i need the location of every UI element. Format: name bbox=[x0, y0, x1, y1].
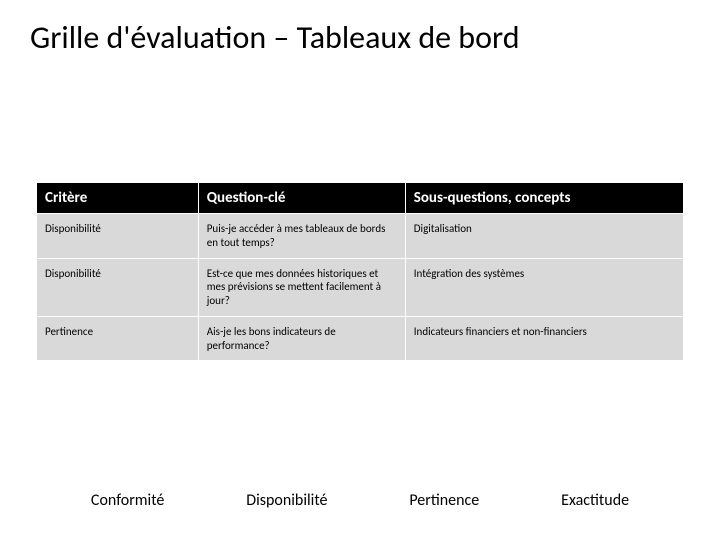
cell-sous: Indicateurs financiers et non-financiers bbox=[405, 316, 683, 361]
cell-sous: Intégration des systèmes bbox=[405, 258, 683, 316]
table-header-row: Critère Question-clé Sous-questions, con… bbox=[37, 183, 684, 214]
footer-nav: Conformité Disponibilité Pertinence Exac… bbox=[0, 491, 720, 510]
cell-critere: Disponibilité bbox=[37, 258, 199, 316]
table-row: Pertinence Ais-je les bons indicateurs d… bbox=[37, 316, 684, 361]
table-row: Disponibilité Est-ce que mes données his… bbox=[37, 258, 684, 316]
slide: Grille d'évaluation – Tableaux de bord C… bbox=[0, 0, 720, 540]
footer-item-pertinence: Pertinence bbox=[409, 491, 479, 510]
cell-question: Ais-je les bons indicateurs de performan… bbox=[198, 316, 405, 361]
evaluation-table-container: Critère Question-clé Sous-questions, con… bbox=[36, 182, 684, 361]
footer-item-exactitude: Exactitude bbox=[561, 491, 629, 510]
cell-critere: Disponibilité bbox=[37, 214, 199, 259]
footer-item-conformite: Conformité bbox=[91, 491, 164, 510]
evaluation-table: Critère Question-clé Sous-questions, con… bbox=[36, 182, 684, 361]
header-sous: Sous-questions, concepts bbox=[405, 183, 683, 214]
cell-question: Puis-je accéder à mes tableaux de bords … bbox=[198, 214, 405, 259]
page-title: Grille d'évaluation – Tableaux de bord bbox=[30, 18, 690, 57]
table-row: Disponibilité Puis-je accéder à mes tabl… bbox=[37, 214, 684, 259]
header-question: Question-clé bbox=[198, 183, 405, 214]
cell-critere: Pertinence bbox=[37, 316, 199, 361]
table-body: Disponibilité Puis-je accéder à mes tabl… bbox=[37, 214, 684, 361]
header-critere: Critère bbox=[37, 183, 199, 214]
cell-question: Est-ce que mes données historiques et me… bbox=[198, 258, 405, 316]
footer-item-disponibilite: Disponibilité bbox=[246, 491, 327, 510]
cell-sous: Digitalisation bbox=[405, 214, 683, 259]
